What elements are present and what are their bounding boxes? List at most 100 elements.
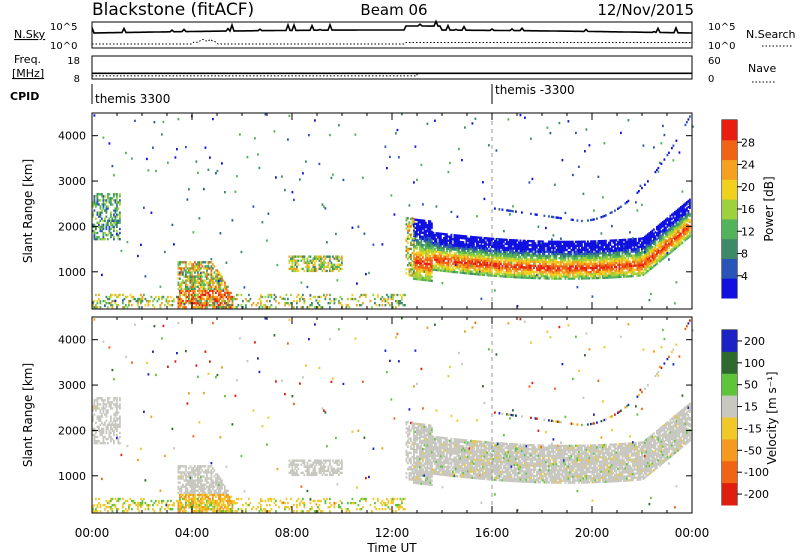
power-cell (325, 296, 327, 298)
power-cell (535, 265, 537, 267)
power-cell (197, 271, 199, 273)
power-cell (629, 231, 631, 233)
power-cell (538, 226, 540, 228)
power-cell (638, 190, 640, 192)
power-cell (347, 298, 349, 300)
power-cell (113, 174, 115, 176)
power-cell (589, 265, 591, 267)
power-cell (386, 167, 388, 169)
power-cell (116, 195, 118, 197)
power-cell (298, 270, 300, 272)
power-cell (545, 227, 547, 229)
power-cell (674, 302, 676, 304)
power-cell (160, 306, 162, 308)
power-cell (511, 272, 513, 274)
power-cell (329, 298, 331, 300)
power-cell (547, 275, 549, 277)
power-colorbar-tick-label: 28 (741, 136, 755, 149)
power-cell (196, 160, 198, 162)
velocity-cell (94, 434, 96, 436)
power-cell (181, 284, 183, 286)
power-cell (406, 246, 408, 248)
power-cell (206, 300, 208, 302)
power-cell (682, 190, 684, 192)
power-cell (185, 302, 187, 304)
power-cell (182, 271, 184, 273)
y-tick-label: 4000 (58, 130, 86, 143)
power-cell (304, 270, 306, 272)
power-cell (388, 296, 390, 298)
power-cell (107, 306, 109, 308)
power-cell (119, 199, 121, 201)
power-cell (310, 255, 312, 257)
power-cell (287, 298, 289, 300)
power-cell (104, 220, 106, 222)
sky-label: N.Sky (14, 28, 46, 41)
power-cell (256, 304, 258, 306)
power-cell (104, 195, 106, 197)
power-cell (410, 248, 412, 250)
power-cell (407, 236, 409, 238)
power-cell (119, 228, 121, 230)
sky-panel-frame (92, 22, 692, 48)
power-cell (463, 241, 465, 243)
power-cell (407, 250, 409, 252)
power-cell (208, 302, 210, 304)
power-cell (407, 231, 409, 233)
power-cell (520, 240, 522, 242)
sky-tick-top: 10^5 (50, 22, 77, 33)
power-cell (410, 242, 412, 244)
power-cell (241, 304, 243, 306)
power-cell (232, 219, 234, 221)
power-cell (202, 292, 204, 294)
power-cell (199, 217, 201, 219)
power-cell (337, 279, 339, 281)
power-cell (116, 203, 118, 205)
power-cell (650, 293, 652, 295)
power-cell (241, 294, 243, 296)
power-cell (205, 294, 207, 296)
power-cell (410, 256, 412, 258)
power-cell (400, 294, 402, 296)
power-cell (275, 300, 277, 302)
power-cell (562, 159, 564, 161)
power-cell (230, 292, 232, 294)
power-cell (569, 273, 571, 275)
power-cell (205, 261, 207, 263)
power-cell (301, 282, 303, 284)
power-cell (532, 178, 534, 180)
power-cell (293, 306, 295, 308)
power-cell (389, 156, 391, 158)
station-title: Blackstone (fitACF) (92, 0, 254, 20)
power-cell (431, 276, 433, 278)
power-cell (413, 242, 415, 244)
power-cell (662, 125, 664, 127)
velocity-cell (97, 504, 99, 506)
power-cell (316, 299, 318, 301)
power-cell (299, 298, 301, 300)
power-cell (401, 298, 403, 300)
power-cell (193, 300, 195, 302)
power-cell (302, 294, 304, 296)
power-cell (95, 205, 97, 207)
power-cell (544, 249, 546, 251)
power-cell (284, 304, 286, 306)
power-cell (586, 128, 588, 130)
power-cell (107, 222, 109, 224)
power-cell (259, 167, 261, 169)
power-cell (94, 224, 96, 226)
power-cell (185, 269, 187, 271)
power-cell (587, 249, 589, 251)
power-cell (547, 273, 549, 275)
power-cell (587, 240, 589, 242)
power-cell (689, 203, 691, 205)
power-cell (103, 207, 105, 209)
power-cell (464, 126, 466, 128)
power-cell (227, 286, 229, 288)
power-cell (341, 260, 343, 262)
power-cell (569, 259, 571, 261)
power-cell (581, 251, 583, 253)
power-cell (110, 302, 112, 304)
power-cell (107, 234, 109, 236)
freq-panel: Freq. [MHz] 18 8 60 0 Nave (12, 53, 776, 85)
